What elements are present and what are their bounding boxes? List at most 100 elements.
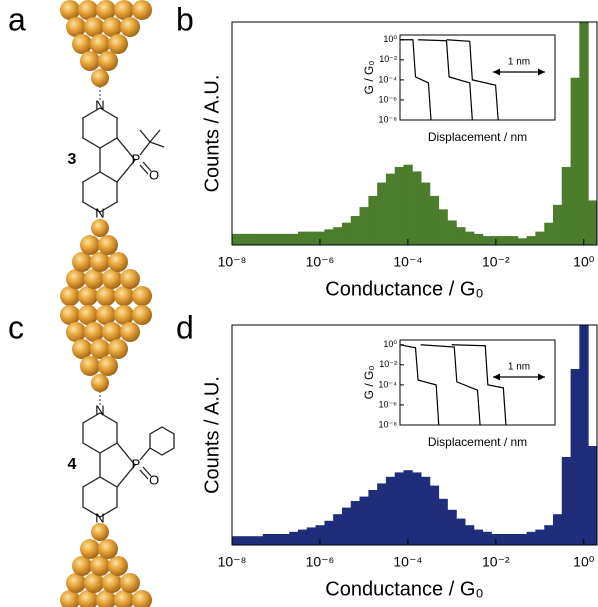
x-tick-label: 10⁰ [573,554,595,570]
gold-atom [91,374,109,392]
bar [280,233,290,245]
bar [517,238,528,245]
gold-atom [96,0,116,20]
bar [341,507,352,545]
inset-background [400,340,555,425]
bar [429,485,440,545]
bar [232,536,237,545]
bar [579,325,589,545]
bar [588,200,598,245]
gold-atom [91,69,109,87]
compound-number: 4 [68,456,77,473]
gold-atom [114,286,134,306]
gold-atom [108,339,128,359]
bar [509,534,519,545]
bar [482,236,492,245]
bar [517,534,528,545]
bar [368,490,378,545]
inset-y-title: G / G₀ [362,366,376,400]
gold-atom [132,305,152,325]
gold-atom [132,286,152,306]
bar [297,231,308,245]
gold-atom [66,322,86,342]
gold-atom [90,339,110,359]
gold-atom [108,252,128,272]
y-axis-title: Counts / A.U. [201,376,223,494]
bar [509,236,519,245]
bar [438,498,448,545]
bar [394,166,404,245]
gold-atom [66,573,86,593]
bar [385,173,396,245]
gold-atom [91,219,109,237]
x-tick-label: 10⁰ [573,254,595,270]
bar [324,520,334,545]
gold-atom [98,235,118,255]
inset-x-title: Displacement / nm [428,130,527,144]
inset-y-tick-label: 10⁻⁸ [378,114,397,124]
inset-y-tick-label: 10⁻⁶ [379,399,398,409]
bond [142,466,152,477]
gold-atom [78,590,98,607]
x-tick-label: 10⁻⁴ [393,554,422,570]
bar [280,534,290,545]
trace [420,344,481,426]
bar [447,509,457,545]
gold-atom [98,356,118,376]
atom: O [149,167,159,182]
inset-y-tick-label: 10⁰ [383,34,397,44]
bar [262,534,272,545]
bar [544,525,554,545]
atom: N [95,510,104,525]
panel-label: d [176,309,194,345]
trace [399,344,440,426]
trace [446,39,499,121]
atom: P [132,151,141,166]
gold-atom [96,286,116,306]
bar [403,164,413,245]
gold-atom [80,539,100,559]
gold-atom [91,523,109,541]
inset-y-tick-label: 10⁰ [383,339,397,349]
bar [570,369,580,545]
bar [412,171,422,245]
bar [333,227,343,245]
gold-atom [84,322,104,342]
inset-y-title: G / G₀ [362,61,376,95]
bar [429,195,440,245]
panel-label: a [8,1,26,37]
gold-atom [108,556,128,576]
bar [473,529,484,545]
bar [403,470,413,545]
bar [553,204,563,245]
bar [473,233,484,245]
bond [142,161,152,172]
bar [271,233,281,245]
ring [149,426,175,456]
scale-bar-label: 1 nm [508,57,530,68]
atom: N [95,97,104,112]
gold-atom [120,322,140,342]
gold-atom [120,17,140,37]
gold-atom [102,17,122,37]
bond [139,164,149,175]
gold-atom [96,305,116,325]
gold-atom [132,0,152,20]
bond [139,447,151,461]
bar [465,231,475,245]
gold-atom [90,252,110,272]
bar [341,222,352,245]
gold-atom [84,17,104,37]
bar [561,457,572,545]
plot-frame [231,324,598,546]
bond [149,141,165,148]
bar [456,227,466,245]
bar [359,207,369,245]
x-tick-label: 10⁻⁶ [306,554,335,570]
x-tick-label: 10⁻⁴ [393,254,422,270]
bond [139,469,149,480]
gold-atom [90,556,110,576]
x-tick-label: 10⁻² [482,254,510,270]
panel-label: b [176,1,194,37]
